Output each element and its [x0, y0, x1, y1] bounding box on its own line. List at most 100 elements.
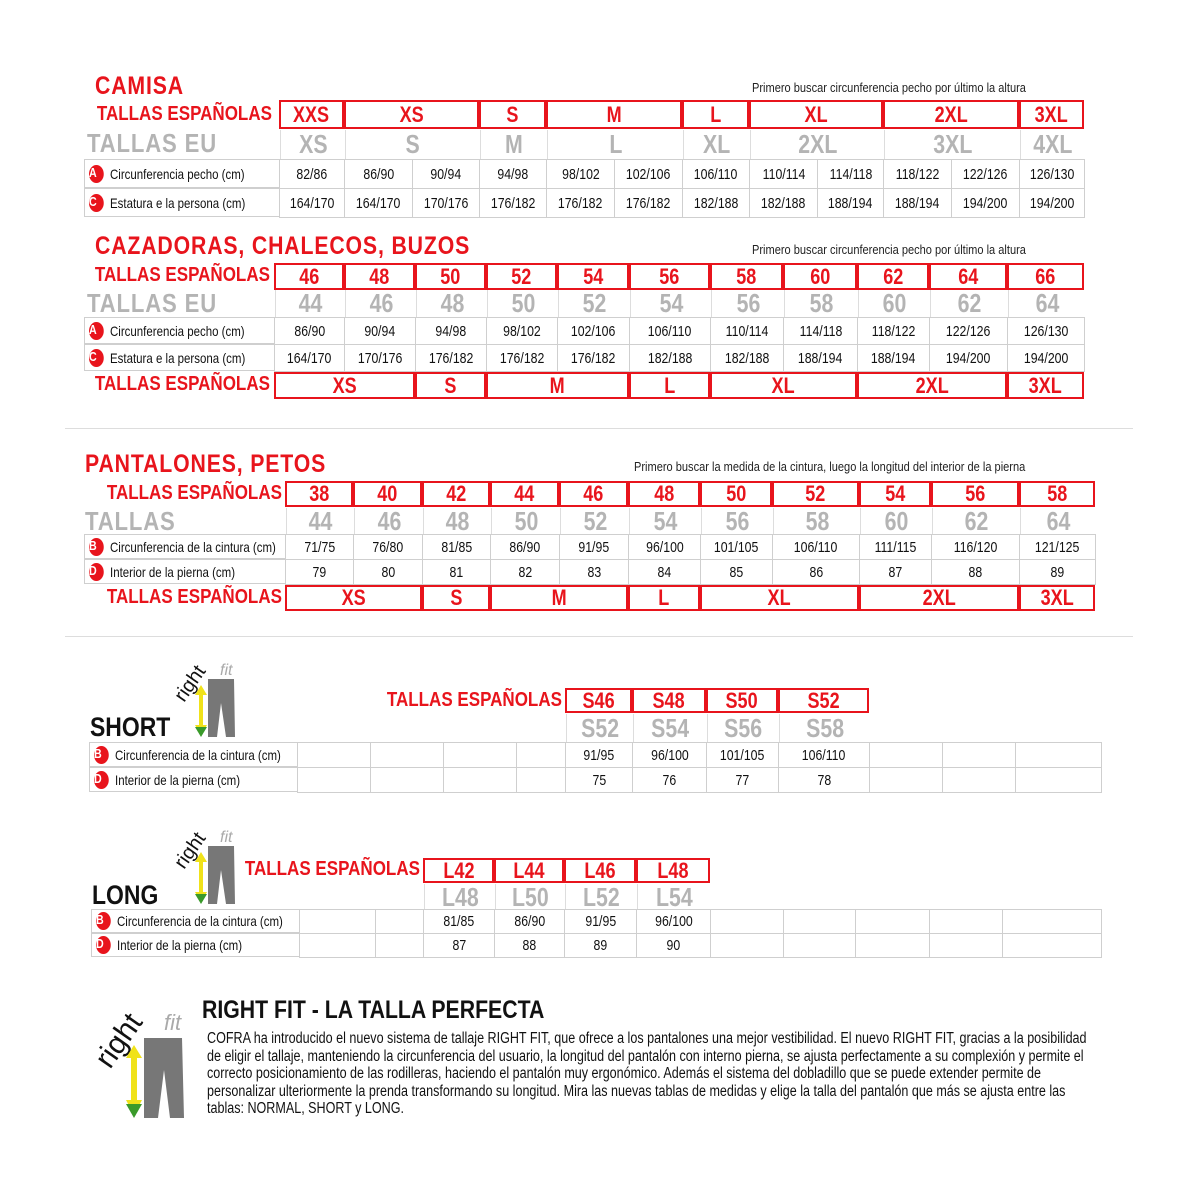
- table-cell: [869, 742, 943, 768]
- table-cell: 106/110: [772, 534, 860, 560]
- badge-a-icon: A: [89, 321, 104, 340]
- row-label: C Estatura e la persona (cm): [84, 188, 280, 217]
- bottom-size: S: [415, 372, 486, 399]
- eu-size-text: 58: [809, 288, 834, 318]
- eu-size: L48: [424, 882, 495, 912]
- badge-b-icon: B: [89, 537, 104, 556]
- badge-d-icon: D: [96, 936, 111, 954]
- es-size: 66: [1007, 263, 1084, 290]
- es-size: 48: [628, 481, 700, 507]
- table-cell-text: 106/110: [648, 322, 692, 340]
- es-size-text: XL: [804, 101, 828, 127]
- eu-size: S58: [779, 713, 870, 743]
- es-size-text: 54: [582, 263, 604, 289]
- bottom-sizes-label: TALLAS ESPAÑOLAS: [70, 586, 282, 609]
- es-sizes-label-text: TALLAS ESPAÑOLAS: [94, 264, 270, 286]
- es-size-text: 50: [725, 481, 747, 506]
- es-size: M: [546, 100, 682, 129]
- es-size: 64: [929, 263, 1007, 290]
- table-cell-text: 126/130: [1029, 165, 1075, 183]
- section-title-text: PANTALONES, PETOS: [85, 450, 327, 478]
- table-cell: 90/94: [344, 317, 416, 345]
- es-size-text: S48: [652, 687, 686, 713]
- eu-sizes-label: TALLAS: [85, 506, 192, 537]
- eu-size-text: M: [505, 129, 523, 159]
- table-cell: 81: [422, 559, 491, 585]
- table-cell: 101/105: [700, 534, 773, 560]
- eu-size: 44: [275, 288, 345, 318]
- es-size: 46: [274, 263, 344, 290]
- es-size-text: 62: [882, 263, 904, 289]
- section-title-text: CAMISA: [95, 72, 184, 100]
- table-cell: 110/114: [749, 159, 818, 189]
- table-cell: [1002, 909, 1102, 934]
- table-cell: [443, 767, 517, 793]
- es-size-text: 44: [514, 481, 535, 506]
- es-size: 46: [559, 481, 628, 507]
- table-cell: 86/90: [494, 909, 565, 934]
- eu-size: 50: [487, 288, 558, 318]
- table-cell: 176/182: [614, 188, 683, 218]
- table-cell-text: 84: [657, 563, 672, 581]
- table-cell: [297, 767, 371, 793]
- table-cell-text: 126/130: [1023, 322, 1069, 340]
- es-size: 56: [931, 481, 1019, 507]
- row-label: C Estatura e la persona (cm): [84, 344, 275, 371]
- table-cell: 91/95: [565, 742, 633, 768]
- bottom-size-text: XS: [332, 372, 357, 398]
- table-cell: [710, 933, 784, 958]
- table-cell: 76: [632, 767, 707, 793]
- es-size: 38: [285, 481, 353, 507]
- table-cell-text: 94/98: [497, 165, 529, 183]
- table-cell-text: 118/122: [895, 165, 940, 183]
- es-size: S46: [565, 688, 632, 713]
- table-cell-text: 79: [312, 563, 327, 581]
- table-cell: [443, 742, 517, 768]
- table-cell: [375, 933, 424, 958]
- rightfit-logo-icon: right fit: [89, 1000, 202, 1125]
- table-cell: [783, 909, 856, 934]
- table-cell-text: 76: [662, 771, 677, 789]
- svg-text:right: right: [170, 661, 211, 706]
- row-label-text: Circunferencia de la cintura (cm): [117, 913, 283, 929]
- table-cell: 106/110: [629, 317, 711, 345]
- table-cell: 170/176: [412, 188, 480, 218]
- bottom-size: M: [486, 372, 629, 399]
- es-sizes-label: TALLAS ESPAÑOLAS: [340, 689, 562, 712]
- table-cell-text: 188/194: [798, 349, 843, 367]
- bottom-size-text: S: [444, 372, 457, 398]
- eu-size: 62: [930, 288, 1008, 318]
- table-cell-text: 182/188: [724, 349, 770, 367]
- eu-size: 48: [423, 506, 491, 536]
- es-size: S: [479, 100, 546, 129]
- table-cell: [855, 933, 930, 958]
- eu-size: 54: [629, 506, 701, 536]
- es-size: XL: [749, 100, 883, 129]
- table-cell: 176/182: [486, 344, 558, 372]
- es-size-text: 54: [884, 481, 906, 506]
- table-cell: 90: [636, 933, 711, 958]
- badge-d-icon: D: [94, 770, 109, 789]
- table-cell: 106/110: [682, 159, 750, 189]
- section-title: CAZADORAS, CHALECOS, BUZOS: [95, 232, 536, 261]
- table-cell: 71/75: [285, 534, 354, 560]
- eu-size: XL: [683, 129, 750, 159]
- eu-size-text: 46: [377, 506, 401, 536]
- es-size-text: 64: [957, 263, 979, 289]
- table-cell-text: 106/110: [694, 165, 738, 183]
- section-hint: Primero buscar circunferencia pecho por …: [752, 242, 1074, 257]
- table-cell: 188/194: [857, 344, 930, 372]
- bottom-size: S: [422, 585, 490, 611]
- es-sizes-label: TALLAS ESPAÑOLAS: [200, 858, 420, 881]
- table-cell-text: 114/118: [829, 165, 872, 183]
- es-size: 48: [344, 263, 415, 290]
- table-cell-text: 98/102: [561, 165, 600, 183]
- eu-size-text: L52: [583, 881, 620, 912]
- table-cell-text: 121/125: [1035, 538, 1080, 556]
- section-hint-text: Primero buscar circunferencia pecho por …: [752, 242, 1026, 257]
- table-cell: 122/126: [929, 317, 1008, 345]
- table-cell-text: 164/170: [289, 194, 335, 212]
- table-cell: 111/115: [859, 534, 932, 560]
- es-size-text: 40: [377, 481, 398, 506]
- table-cell: 88: [494, 933, 565, 958]
